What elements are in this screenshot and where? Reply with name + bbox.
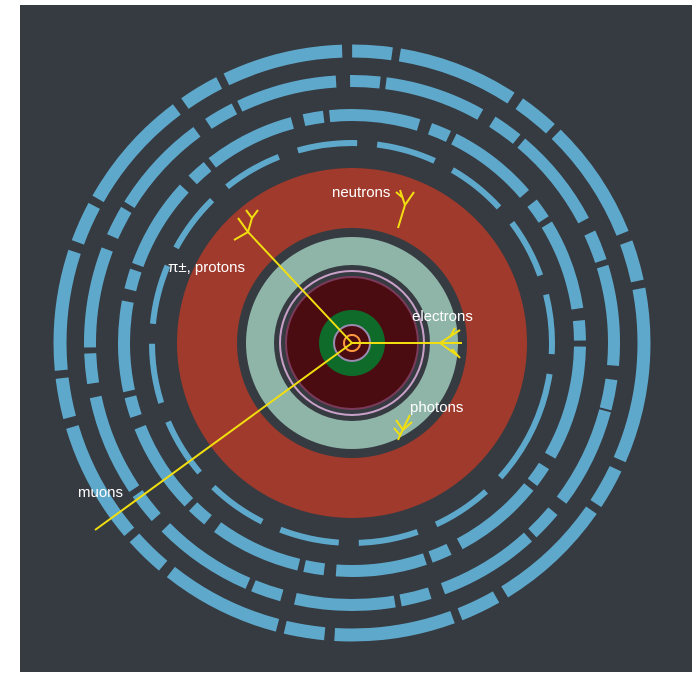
label: photons [410,399,463,416]
label: neutrons [332,184,390,201]
photon-shower [393,414,413,441]
muon-track [94,342,353,531]
neutron-shower [395,189,415,229]
label: muons [78,484,123,501]
tracks [94,189,462,531]
pion-track [247,231,353,344]
muon-chamber-outer [53,44,651,642]
electron-shower [439,327,462,359]
muon-chamber-inner [118,109,586,577]
muon-chamber-innermost [149,140,555,546]
pion-shower [233,209,259,241]
label: π±, protons [168,259,245,276]
label: electrons [412,308,473,325]
